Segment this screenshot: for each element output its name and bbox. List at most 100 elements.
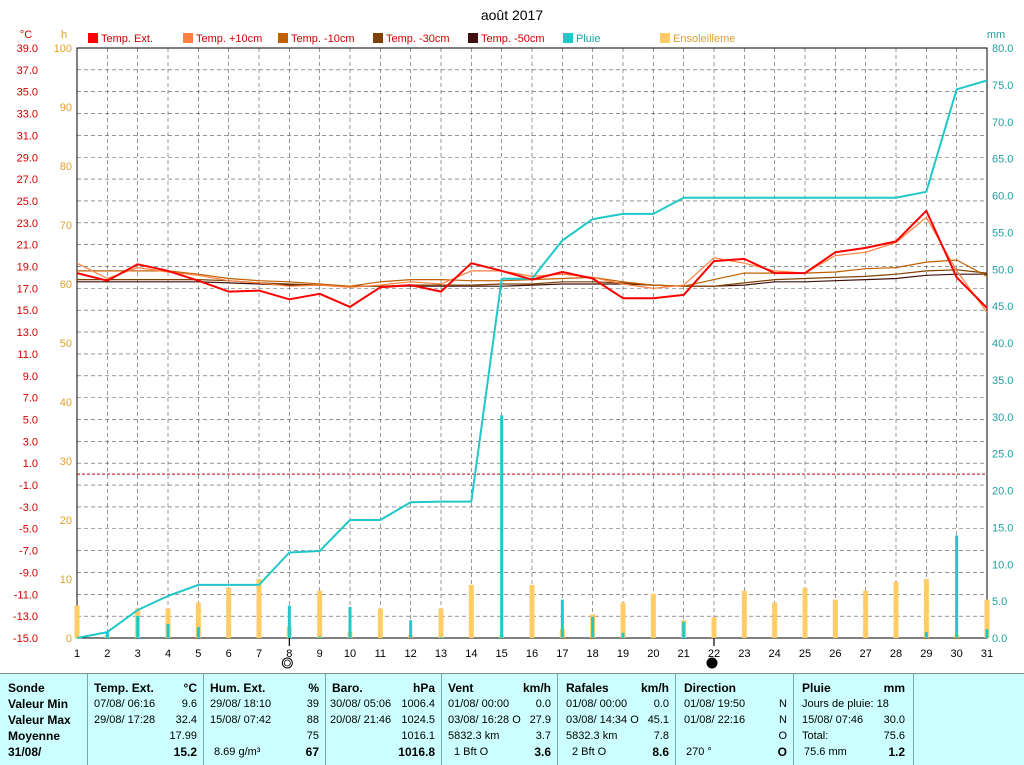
- stats-baro-group: Baro. hPa 30/08/ 05:06 1006.4 20/08/ 21:…: [326, 674, 442, 765]
- x-tick-label: 15: [496, 648, 508, 660]
- x-tick-label: 28: [890, 648, 902, 660]
- stats-labels-group: Sonde Valeur Min Valeur Max Moyenne 31/0…: [0, 674, 88, 765]
- temp-tick-label: 13.0: [17, 327, 38, 339]
- hours-tick-label: 10: [60, 574, 72, 586]
- wind-min-value: 0.0: [535, 698, 551, 710]
- x-tick-label: 5: [195, 648, 201, 660]
- rain-tick-label: 75.0: [992, 80, 1013, 92]
- gusts-distance: 5832.3 km: [566, 730, 618, 742]
- x-tick-label: 13: [435, 648, 447, 660]
- temp-tick-label: -3.0: [19, 502, 38, 514]
- legend-swatch: [278, 33, 288, 43]
- daily-rain-bar: [439, 637, 443, 638]
- x-tick-label: 3: [135, 648, 141, 660]
- rain-tick-label: 15.0: [992, 522, 1013, 534]
- rain-total-mm: 75.6 mm: [804, 746, 847, 758]
- x-tick-label: 21: [678, 648, 690, 660]
- hum-max-time: 15/08/ 07:42: [210, 714, 272, 726]
- hum-min-value: 39: [306, 698, 319, 710]
- baro-min-value: 1006.4: [401, 698, 435, 710]
- temp-tick-label: -15.0: [13, 633, 38, 645]
- direction-title: Direction: [684, 681, 737, 695]
- temp-tick-label: 37.0: [17, 65, 38, 77]
- temp-tick-label: 5.0: [23, 414, 38, 426]
- baro-unit: hPa: [412, 681, 435, 695]
- legend-label: Temp. -10cm: [291, 33, 355, 45]
- direction-min-value: N: [779, 698, 787, 710]
- x-tick-label: 25: [799, 648, 811, 660]
- gusts-average: 7.8: [653, 730, 669, 742]
- gusts-min-time: 01/08/ 00:00: [566, 698, 628, 710]
- temp-unit-label: °C: [20, 29, 32, 41]
- sunshine-bar: [256, 579, 262, 638]
- rain-tick-label: 25.0: [992, 449, 1013, 461]
- x-tick-label: 29: [920, 648, 932, 660]
- x-tick-label: 8: [286, 648, 292, 660]
- hours-tick-label: 70: [60, 220, 72, 232]
- temp-tick-label: -11.0: [14, 589, 38, 601]
- label-valeur-max: Valeur Max: [8, 713, 71, 727]
- temp-tick-label: 7.0: [23, 393, 38, 405]
- temp-tick-label: 33.0: [17, 109, 38, 121]
- sunshine-bar: [832, 599, 838, 638]
- x-tick-label: 7: [256, 648, 262, 660]
- x-tick-label: 10: [344, 648, 356, 660]
- direction-last: O: [777, 745, 787, 759]
- temp-tick-label: 21.0: [17, 240, 38, 252]
- sunshine-bar: [620, 602, 626, 638]
- sunshine-bar: [226, 587, 232, 638]
- wind-max-time: 03/08/ 16:28 O: [448, 714, 521, 726]
- x-tick-label: 12: [405, 648, 417, 660]
- x-tick-label: 11: [375, 648, 386, 660]
- label-sonde: Sonde: [8, 681, 45, 695]
- sunshine-bar: [893, 581, 899, 638]
- baro-title: Baro.: [332, 681, 363, 695]
- temp-tick-label: 17.0: [17, 283, 38, 295]
- label-current-date: 31/08/: [8, 745, 42, 759]
- hum-title: Hum. Ext.: [210, 681, 266, 695]
- rain-tick-label: 35.0: [992, 375, 1013, 387]
- daily-rain-bar: [955, 535, 959, 638]
- sunshine-bar: [317, 590, 323, 638]
- x-tick-label: 4: [165, 648, 171, 660]
- gusts-min-value: 0.0: [653, 698, 669, 710]
- rain-tick-label: 45.0: [992, 301, 1013, 313]
- series-line-temp-ext: [76, 209, 988, 309]
- sunshine-bar: [74, 605, 80, 638]
- rain-tick-label: 40.0: [992, 338, 1013, 350]
- temp-tick-label: 15.0: [17, 305, 38, 317]
- daily-rain-bar: [105, 632, 109, 638]
- sunshine-bar: [863, 590, 869, 638]
- hours-tick-label: 100: [54, 43, 72, 55]
- temp-tick-label: -13.0: [13, 611, 38, 623]
- wind-title: Vent: [448, 681, 474, 695]
- legend-swatch: [373, 33, 383, 43]
- x-tick-label: 6: [226, 648, 232, 660]
- legend-swatch: [468, 33, 478, 43]
- x-tick-label: 22: [708, 648, 720, 660]
- temp-min-time: 07/08/ 06:16: [94, 698, 156, 710]
- daily-rain-bar: [560, 599, 564, 638]
- hours-tick-label: 30: [60, 456, 72, 468]
- direction-degrees: 270 °: [686, 746, 712, 758]
- direction-min-time: 01/08/ 19:50: [684, 698, 746, 710]
- rain-tick-label: 60.0: [992, 191, 1013, 203]
- baro-max-value: 1024.5: [401, 714, 435, 726]
- sunshine-bar: [650, 593, 656, 638]
- rain-tick-label: 55.0: [992, 227, 1013, 239]
- temp-tick-label: 1.0: [23, 458, 38, 470]
- rain-tick-label: 80.0: [992, 43, 1013, 55]
- rain-tick-label: 65.0: [992, 154, 1013, 166]
- direction-max-time: 01/08/ 22:16: [684, 714, 746, 726]
- legend-swatch: [563, 33, 573, 43]
- daily-rain-bar: [287, 605, 291, 638]
- daily-rain-bar: [348, 607, 352, 638]
- x-tick-label: 14: [465, 648, 477, 660]
- wind-max-value: 27.9: [529, 714, 551, 726]
- hours-tick-label: 40: [60, 397, 72, 409]
- sunshine-bar: [468, 584, 474, 638]
- x-tick-label: 18: [587, 648, 599, 660]
- daily-rain-bar: [621, 632, 625, 638]
- series-line-temp-10cm: [76, 216, 988, 313]
- temp-tick-label: 11.0: [17, 349, 38, 361]
